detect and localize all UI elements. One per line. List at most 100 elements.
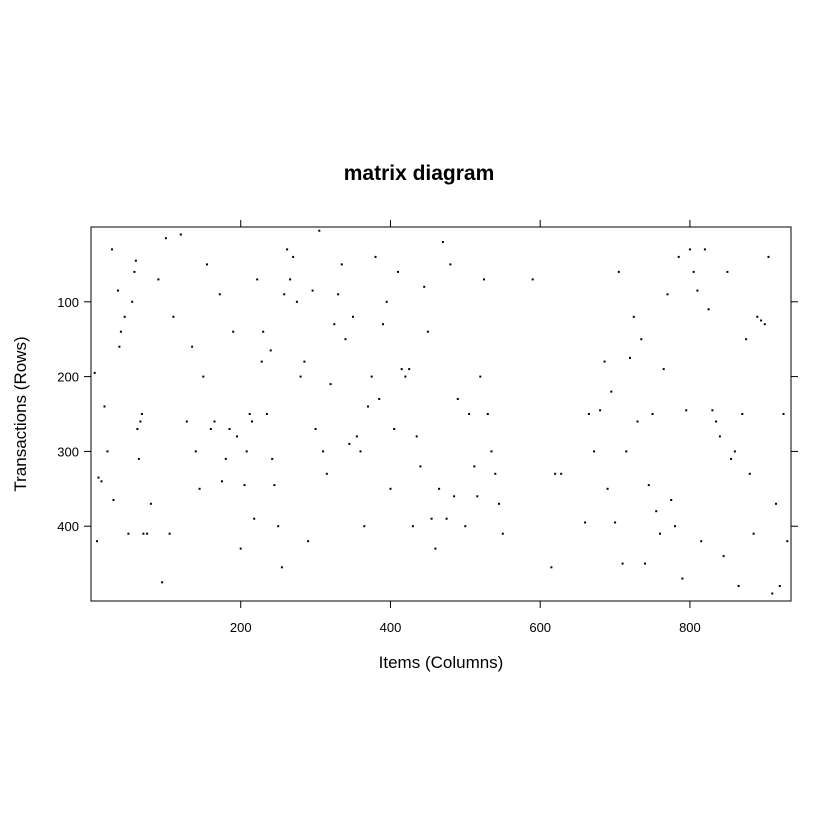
data-point xyxy=(262,330,265,333)
data-point xyxy=(136,428,139,430)
data-point xyxy=(640,338,643,341)
data-point xyxy=(265,413,268,415)
data-point xyxy=(370,375,373,378)
data-point xyxy=(185,420,188,423)
data-point xyxy=(355,435,358,438)
y-tick-label: 400 xyxy=(57,519,79,534)
data-point xyxy=(625,450,628,453)
chart-title: matrix diagram xyxy=(344,162,495,185)
data-point xyxy=(273,484,276,487)
data-point xyxy=(730,457,733,460)
y-tick-label: 300 xyxy=(57,444,79,459)
x-tick-label: 600 xyxy=(529,620,551,635)
data-point xyxy=(243,484,246,487)
data-point xyxy=(760,319,763,322)
data-point xyxy=(718,435,721,438)
data-point xyxy=(253,517,256,520)
data-point xyxy=(453,495,456,498)
data-point xyxy=(100,480,103,483)
data-point xyxy=(438,487,441,490)
data-point xyxy=(722,555,725,558)
data-point xyxy=(314,428,317,430)
data-point xyxy=(103,405,106,408)
data-point xyxy=(587,413,590,415)
data-point xyxy=(483,278,485,281)
data-points xyxy=(93,229,789,595)
data-point xyxy=(382,323,384,326)
data-point xyxy=(179,233,182,236)
data-point xyxy=(260,360,263,363)
data-point xyxy=(560,472,563,475)
data-point xyxy=(681,577,684,580)
data-point xyxy=(632,315,635,318)
data-point xyxy=(137,457,140,460)
data-point xyxy=(696,289,699,292)
data-point xyxy=(688,248,691,251)
data-point xyxy=(400,368,403,371)
data-point xyxy=(666,293,669,296)
data-point xyxy=(419,465,422,468)
x-axis-label: Items (Columns) xyxy=(379,653,504,672)
data-point xyxy=(662,368,665,371)
data-point xyxy=(363,525,366,528)
data-point xyxy=(292,255,295,258)
data-point xyxy=(621,562,624,565)
data-point xyxy=(554,472,557,475)
data-point xyxy=(745,338,748,341)
data-point xyxy=(550,566,553,569)
data-point xyxy=(700,540,703,543)
data-point xyxy=(172,315,175,318)
data-point xyxy=(763,323,766,326)
data-point xyxy=(251,420,253,423)
data-point xyxy=(711,409,714,412)
data-point xyxy=(456,398,459,400)
data-point xyxy=(404,375,407,378)
data-point xyxy=(359,450,362,453)
data-point xyxy=(322,450,325,453)
data-point xyxy=(593,450,596,453)
data-point xyxy=(408,368,411,371)
data-point xyxy=(397,270,399,273)
data-point xyxy=(741,413,744,415)
data-point xyxy=(133,270,136,273)
data-point xyxy=(106,450,109,453)
data-point xyxy=(659,532,661,535)
data-point xyxy=(584,521,587,524)
data-point xyxy=(603,360,606,363)
data-point xyxy=(213,420,216,423)
data-point xyxy=(352,315,354,318)
data-point xyxy=(445,517,448,520)
data-point xyxy=(726,270,729,273)
data-point xyxy=(599,409,602,412)
data-point xyxy=(149,502,152,505)
data-point xyxy=(441,241,444,243)
data-point xyxy=(123,315,126,318)
data-point xyxy=(118,345,121,348)
data-point xyxy=(280,566,283,569)
data-point xyxy=(756,315,759,318)
data-point xyxy=(248,413,251,415)
data-point xyxy=(752,532,755,535)
plot-frame xyxy=(90,226,792,602)
data-point xyxy=(325,472,328,475)
data-point xyxy=(767,255,770,258)
x-tick-label: 800 xyxy=(679,620,701,635)
data-point xyxy=(670,499,673,501)
data-point xyxy=(692,270,695,273)
data-point xyxy=(715,420,718,423)
data-point xyxy=(277,525,280,528)
data-point xyxy=(348,442,351,445)
data-point xyxy=(202,375,205,378)
data-point xyxy=(775,502,777,505)
data-point xyxy=(303,360,306,363)
data-point xyxy=(286,248,289,251)
data-point xyxy=(117,289,119,292)
data-point xyxy=(374,255,377,258)
data-point xyxy=(385,300,388,303)
data-point xyxy=(245,450,248,453)
data-point xyxy=(307,540,310,543)
data-point xyxy=(655,510,658,513)
data-point xyxy=(674,525,676,528)
data-point xyxy=(411,525,414,528)
data-point xyxy=(139,420,142,423)
